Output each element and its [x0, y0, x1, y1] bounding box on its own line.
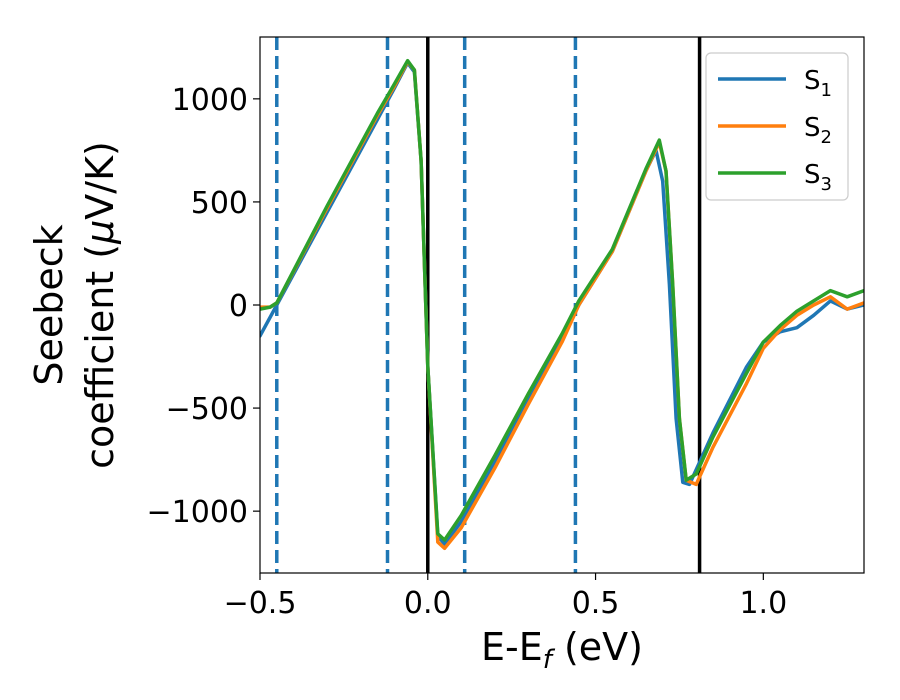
legend: S1 S2 S3	[705, 52, 849, 201]
axes: −0.5 0.0 0.5 1.0 1000 500 0 −500 −1000	[147, 36, 865, 621]
legend-label-3: S3	[804, 160, 832, 195]
y-tick-label: −500	[166, 392, 248, 427]
y-tick-label: −1000	[147, 495, 248, 530]
legend-label-2: S2	[804, 113, 832, 148]
legend-label-1: S1	[804, 66, 832, 101]
y-tick-label: 1000	[172, 83, 248, 118]
y-tick-label: 500	[191, 186, 248, 221]
x-tick-label: 0.5	[572, 586, 620, 621]
y-axis-label-line2: coefficient (μV/K)	[78, 141, 122, 469]
plot-area	[260, 37, 864, 573]
x-tick-label: −0.5	[224, 586, 297, 621]
series-line-3	[260, 58, 864, 542]
x-axis-label: E-Ef (eV)	[481, 625, 643, 675]
x-tick-label: 1.0	[739, 586, 787, 621]
y-axis-label-line1: Seebeck	[27, 224, 71, 385]
x-tick-label: 0.0	[404, 586, 452, 621]
y-tick-label: 0	[229, 289, 248, 324]
